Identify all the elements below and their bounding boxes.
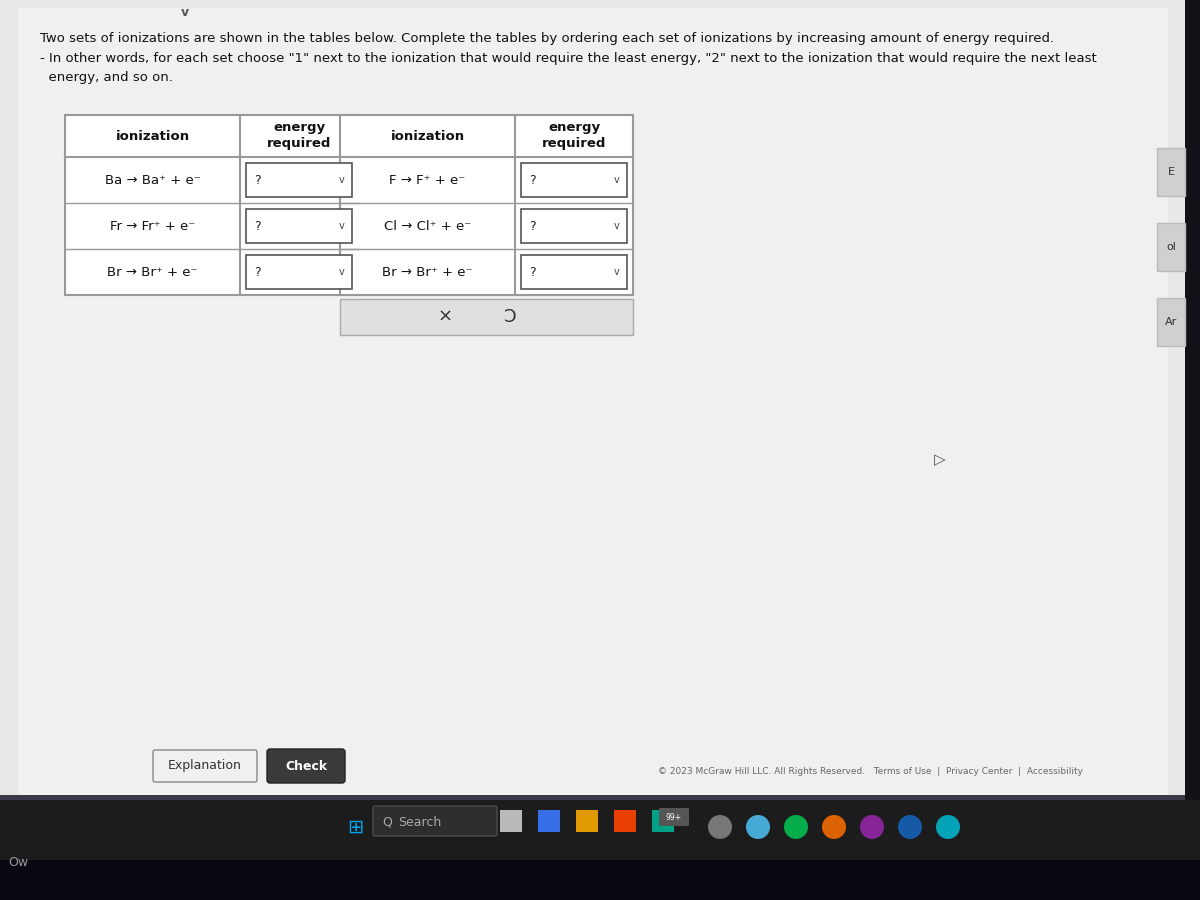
Text: ▷: ▷: [934, 453, 946, 467]
Bar: [521, 255, 628, 289]
Bar: [1157, 298, 1186, 346]
Bar: [1157, 223, 1186, 271]
Text: Check: Check: [284, 760, 328, 772]
Text: ?: ?: [529, 266, 535, 278]
Bar: [0, 860, 1200, 900]
Text: F → F⁺ + e⁻: F → F⁺ + e⁻: [389, 174, 466, 186]
Bar: [1157, 148, 1186, 196]
Bar: [340, 299, 634, 335]
Text: energy
required: energy required: [266, 122, 331, 150]
Text: ?: ?: [254, 220, 260, 232]
Text: v: v: [614, 267, 620, 277]
Bar: [576, 810, 598, 832]
Text: Ow: Ow: [8, 856, 28, 868]
Bar: [0, 800, 1200, 900]
Text: ol: ol: [1166, 242, 1176, 252]
Text: v: v: [340, 267, 344, 277]
Circle shape: [708, 815, 732, 839]
Text: ?: ?: [254, 266, 260, 278]
Text: Br → Br⁺ + e⁻: Br → Br⁺ + e⁻: [107, 266, 198, 278]
Bar: [0, 795, 1186, 800]
Circle shape: [898, 815, 922, 839]
Text: ?: ?: [529, 220, 535, 232]
Text: v: v: [614, 175, 620, 185]
Bar: [652, 810, 674, 832]
Text: ⊞: ⊞: [347, 817, 364, 836]
Circle shape: [936, 815, 960, 839]
Bar: [65, 115, 358, 295]
Bar: [521, 209, 628, 243]
Bar: [246, 163, 352, 197]
Text: E: E: [1168, 167, 1175, 177]
Text: Ba → Ba⁺ + e⁻: Ba → Ba⁺ + e⁻: [104, 174, 200, 186]
Text: ?: ?: [529, 174, 535, 186]
Text: © 2023 McGraw Hill LLC. All Rights Reserved.   Terms of Use  |  Privacy Center  : © 2023 McGraw Hill LLC. All Rights Reser…: [658, 768, 1082, 777]
Bar: [500, 810, 522, 832]
Text: v: v: [340, 221, 344, 231]
Text: ?: ?: [254, 174, 260, 186]
Text: ionization: ionization: [390, 130, 464, 142]
Text: ×: ×: [438, 308, 454, 326]
Circle shape: [746, 815, 770, 839]
Circle shape: [860, 815, 884, 839]
Text: Explanation: Explanation: [168, 760, 242, 772]
FancyBboxPatch shape: [659, 808, 689, 826]
Text: v: v: [614, 221, 620, 231]
Bar: [538, 810, 560, 832]
Text: 99+: 99+: [666, 814, 682, 823]
Text: v: v: [340, 175, 344, 185]
Bar: [246, 255, 352, 289]
Text: Two sets of ionizations are shown in the tables below. Complete the tables by or: Two sets of ionizations are shown in the…: [40, 32, 1054, 45]
Text: Search: Search: [398, 815, 442, 829]
Bar: [18, 8, 1168, 800]
Text: Ar: Ar: [1165, 317, 1177, 327]
Text: Br → Br⁺ + e⁻: Br → Br⁺ + e⁻: [383, 266, 473, 278]
Text: Q: Q: [382, 815, 392, 829]
Bar: [614, 810, 636, 832]
Bar: [340, 115, 634, 295]
Text: Ↄ: Ↄ: [504, 308, 516, 326]
FancyBboxPatch shape: [373, 806, 497, 836]
Bar: [521, 163, 628, 197]
Circle shape: [784, 815, 808, 839]
Circle shape: [822, 815, 846, 839]
Text: Cl → Cl⁺ + e⁻: Cl → Cl⁺ + e⁻: [384, 220, 472, 232]
Text: - In other words, for each set choose "1" next to the ionization that would requ: - In other words, for each set choose "1…: [40, 52, 1097, 65]
Text: ionization: ionization: [115, 130, 190, 142]
Text: energy
required: energy required: [542, 122, 606, 150]
Bar: [0, 0, 1186, 800]
FancyBboxPatch shape: [266, 749, 346, 783]
FancyBboxPatch shape: [154, 750, 257, 782]
Bar: [246, 209, 352, 243]
Text: Fr → Fr⁺ + e⁻: Fr → Fr⁺ + e⁻: [110, 220, 196, 232]
Text: v: v: [181, 5, 190, 19]
Text: energy, and so on.: energy, and so on.: [40, 71, 173, 84]
